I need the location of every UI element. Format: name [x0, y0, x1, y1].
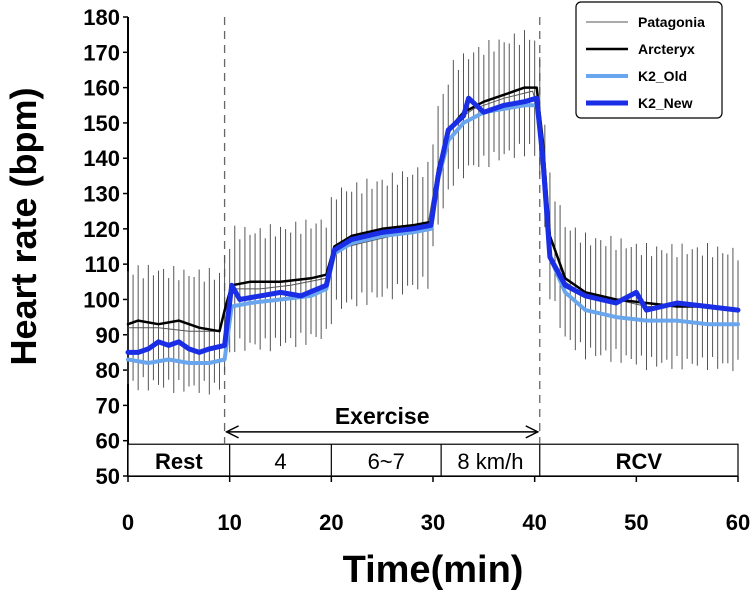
y-tick-label: 90 [96, 323, 120, 348]
legend-label: K2_Old [638, 68, 687, 84]
x-tick-label: 20 [319, 510, 343, 535]
legend-label: K2_New [638, 95, 693, 111]
x-tick-label: 30 [421, 510, 445, 535]
phase-label: 4 [274, 449, 286, 474]
x-axis-title: Time(min) [343, 549, 524, 590]
y-tick-label: 100 [83, 287, 120, 312]
y-tick-label: 170 [83, 40, 120, 65]
y-tick-label: 180 [83, 5, 120, 30]
phase-label: 6~7 [368, 449, 405, 474]
x-tick-label: 0 [122, 510, 134, 535]
y-tick-label: 120 [83, 217, 120, 242]
exercise-arrow-right-head [525, 425, 540, 439]
phase-label: Rest [155, 449, 203, 474]
y-tick-label: 130 [83, 182, 120, 207]
y-tick-label: 160 [83, 76, 120, 101]
y-tick-label: 110 [85, 252, 121, 277]
x-tick-label: 50 [624, 510, 648, 535]
x-tick-label: 60 [726, 510, 750, 535]
x-tick-label: 40 [522, 510, 546, 535]
exercise-arrow-left-head [224, 425, 239, 439]
y-tick-label: 150 [83, 111, 120, 136]
y-tick-label: 50 [96, 464, 120, 489]
y-tick-label: 70 [96, 393, 120, 418]
y-tick-label: 80 [96, 358, 120, 383]
y-tick-label: 60 [96, 429, 120, 454]
exercise-label: Exercise [335, 403, 430, 429]
series-line-k2-new [125, 95, 741, 355]
y-tick-label: 140 [83, 146, 120, 171]
legend-label: Arcteryx [638, 41, 695, 57]
y-axis-title: Heart rate (bpm) [3, 87, 44, 365]
phase-label: 8 km/h [457, 449, 523, 474]
phase-label: RCV [616, 449, 663, 474]
x-tick-label: 10 [217, 510, 241, 535]
legend-box [575, 1, 723, 119]
legend-label: Patagonia [638, 14, 705, 30]
